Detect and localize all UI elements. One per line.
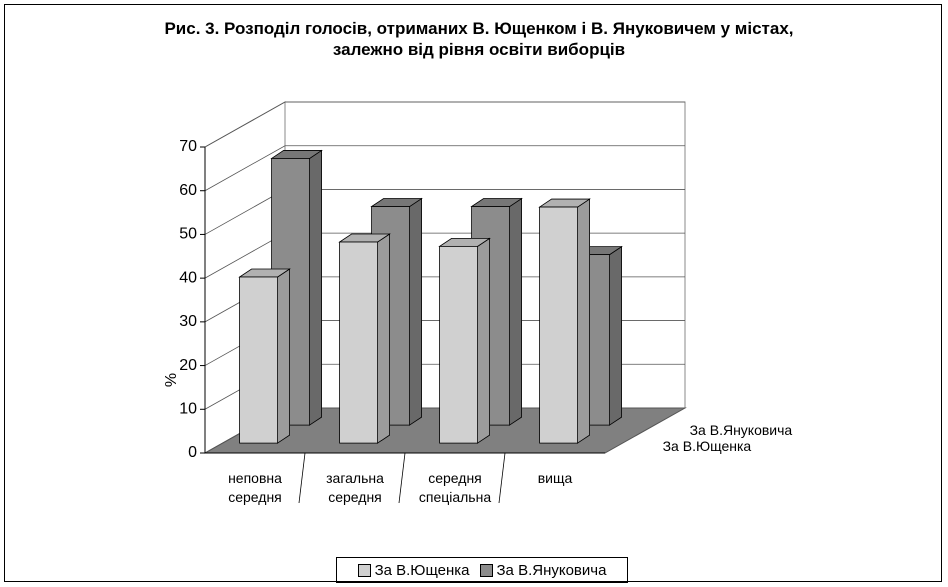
y-tick-label: 70 [179, 138, 197, 155]
bar-side [609, 245, 622, 426]
y-tick-label: 40 [179, 269, 197, 286]
legend: За В.Ющенка За В.Януковича [336, 557, 628, 583]
x-tick-label: неповна середня [228, 470, 282, 505]
chart-frame [4, 4, 942, 582]
x-tick-label: загальна середня [326, 470, 384, 505]
grid-line [204, 101, 685, 148]
bar [439, 245, 479, 444]
bar-side [309, 149, 323, 426]
y-tick-label: 50 [179, 226, 197, 243]
depth-label: За В.Януковича [690, 422, 793, 438]
legend-label: За В.Януковича [496, 561, 607, 579]
y-tick-label: 30 [179, 313, 197, 330]
bar-side [277, 268, 291, 444]
x-tick [398, 452, 406, 504]
bar [539, 206, 578, 444]
bar-side [409, 197, 423, 426]
legend-swatch [357, 563, 371, 577]
y-tick-label: 0 [188, 444, 197, 461]
bar [239, 276, 279, 444]
y-axis-label: % [163, 373, 180, 387]
x-tick [298, 452, 306, 504]
x-tick [498, 452, 506, 504]
y-tick-label: 20 [179, 357, 197, 374]
bar-side [477, 237, 491, 444]
bar-side [377, 233, 391, 444]
legend-item: За В.Ющенка [357, 561, 470, 579]
chart-title: Рис. 3. Розподіл голосів, отриманих В. Ю… [164, 19, 794, 59]
bar [339, 241, 379, 444]
legend-label: За В.Ющенка [374, 561, 470, 579]
depth-label: За В.Ющенка [663, 438, 752, 454]
legend-item: За В.Януковича [479, 561, 607, 579]
legend-swatch [479, 563, 493, 577]
y-tick-label: 10 [179, 401, 197, 418]
bar-side [577, 198, 590, 444]
x-tick-label: середня спеціальна [418, 470, 492, 505]
grid-line [204, 145, 685, 192]
bar-side [509, 197, 522, 426]
x-tick-label: вища [537, 470, 573, 486]
y-tick-label: 60 [179, 182, 197, 199]
